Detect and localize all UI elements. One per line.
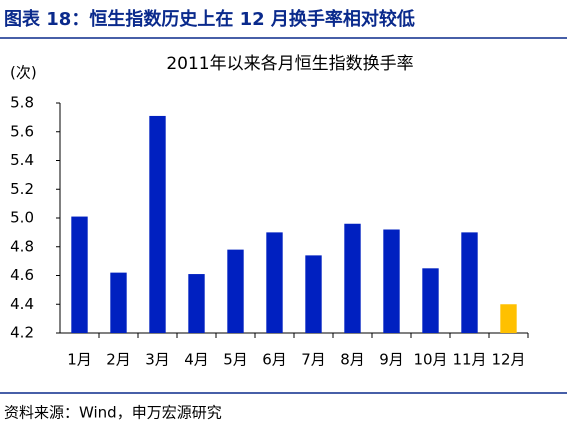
y-tick-label: 5.0 (10, 209, 34, 227)
bar (461, 232, 478, 333)
chart-title: 2011年以来各月恒生指数换手率 (166, 54, 413, 74)
header-title: 图表 18：恒生指数历史上在 12 月换手率相对较低 (4, 8, 415, 30)
y-axis-label: (次) (10, 64, 37, 82)
x-tick-label: 12月 (491, 351, 525, 369)
bar (149, 115, 166, 333)
source: 资料来源：Wind，申万宏源研究 (4, 404, 222, 422)
x-tick-label: 4月 (184, 351, 209, 369)
bar (71, 216, 88, 333)
y-tick-label: 4.6 (10, 266, 34, 284)
bar (422, 268, 439, 333)
x-tick-label: 5月 (223, 351, 248, 369)
bar (110, 272, 127, 333)
bar (500, 304, 517, 333)
x-tick-label: 8月 (340, 351, 365, 369)
x-tick-label: 2月 (106, 351, 131, 369)
x-tick-label: 10月 (413, 351, 447, 369)
x-tick-label: 7月 (301, 351, 326, 369)
bar (266, 232, 283, 333)
x-tick-label: 6月 (262, 351, 287, 369)
y-tick-label: 4.8 (10, 237, 34, 255)
y-tick-label: 5.2 (10, 180, 34, 198)
y-tick-label: 5.6 (10, 122, 34, 140)
bar (383, 229, 400, 333)
bar (227, 249, 244, 333)
y-tick-label: 4.2 (10, 324, 34, 342)
y-tick-label: 4.4 (10, 295, 34, 313)
y-tick-label: 5.4 (10, 151, 34, 169)
x-tick-label: 3月 (145, 351, 170, 369)
x-tick-label: 1月 (67, 351, 92, 369)
bar (344, 223, 361, 333)
bar (188, 274, 205, 333)
bar (305, 255, 322, 333)
x-tick-label: 9月 (379, 351, 404, 369)
x-tick-label: 11月 (452, 351, 486, 369)
y-tick-label: 5.8 (10, 94, 34, 112)
